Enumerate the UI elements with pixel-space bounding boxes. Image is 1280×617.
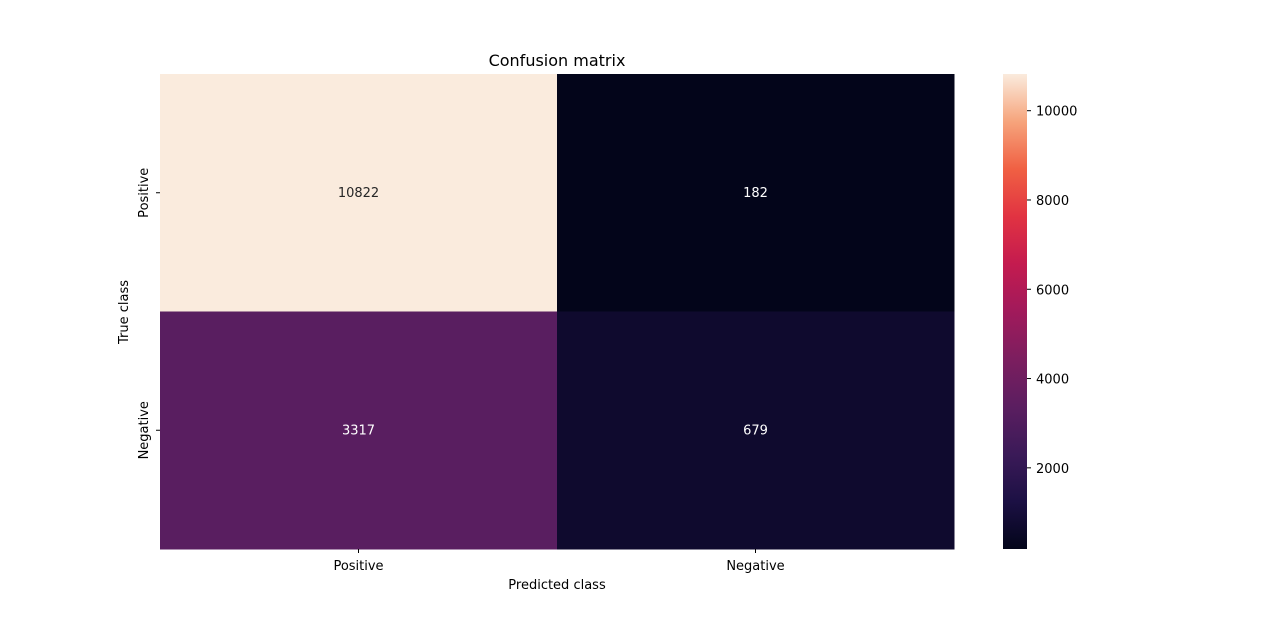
colorbar: [1003, 74, 1027, 549]
heatmap-cell: [160, 74, 558, 312]
colorbar-ticks: 2000 4000 6000 8000 10000: [1027, 105, 1077, 477]
x-axis: Positive Negative: [333, 549, 785, 574]
x-tick-label: Positive: [333, 559, 383, 574]
colorbar-tick-label: 2000: [1036, 462, 1069, 477]
heatmap-cell: [557, 74, 955, 312]
colorbar-tick-label: 6000: [1036, 283, 1069, 298]
y-axis-label: True class: [117, 280, 132, 345]
colorbar-tick-label: 8000: [1036, 194, 1069, 209]
heatmap-cell-labels: 10822 182 3317 679: [338, 186, 768, 439]
cell-value-label: 10822: [338, 186, 379, 201]
cell-value-label: 3317: [342, 423, 375, 438]
y-tick-label: Positive: [137, 168, 152, 218]
heatmap-cell: [557, 311, 955, 550]
y-axis: Positive Negative: [137, 168, 160, 459]
heatmap-cell: [160, 311, 558, 550]
cell-value-label: 679: [743, 423, 768, 438]
heatmap-cells: [160, 74, 955, 550]
cell-value-label: 182: [743, 186, 768, 201]
x-axis-label: Predicted class: [508, 578, 606, 593]
colorbar-tick-label: 10000: [1036, 105, 1077, 120]
colorbar-tick-label: 4000: [1036, 373, 1069, 388]
chart-title: Confusion matrix: [489, 51, 626, 70]
x-tick-label: Negative: [726, 559, 784, 574]
y-tick-label: Negative: [137, 401, 152, 459]
